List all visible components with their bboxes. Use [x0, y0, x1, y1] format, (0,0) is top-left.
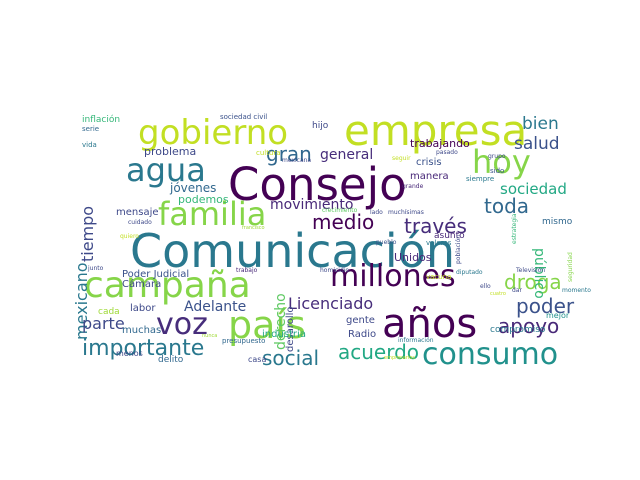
word: inflación [82, 115, 121, 125]
word: francisco [242, 225, 265, 231]
word: valores [426, 239, 452, 247]
word: pasado [436, 149, 458, 156]
word: cultura [256, 149, 281, 157]
word: seguridad [567, 252, 574, 282]
word: gente [346, 315, 375, 326]
word: empresarios [384, 355, 415, 361]
word: población [455, 234, 462, 264]
word: siempre [466, 175, 495, 183]
word: sido [490, 167, 505, 175]
word: crisis [416, 157, 442, 168]
word: seguir [392, 155, 411, 162]
word: Poder Judicial [122, 269, 190, 280]
word: parte [82, 314, 125, 333]
word: trabajando [410, 137, 470, 150]
word: Televisión [516, 267, 546, 274]
word: junto [88, 265, 104, 272]
word: general [320, 147, 374, 163]
word: vida [82, 141, 97, 149]
word: sociedad civil [220, 113, 268, 121]
word: homicidio [320, 267, 350, 274]
word: importante [82, 336, 205, 361]
word: Radio [348, 329, 377, 340]
word: pueblo [376, 239, 397, 246]
word: quiero [120, 233, 139, 240]
word: mexicana [282, 157, 312, 164]
word: diputado [456, 269, 483, 276]
word: través [404, 214, 467, 238]
word: campaña [84, 265, 251, 306]
word: Consejo [228, 158, 407, 211]
word: nunca [202, 333, 218, 339]
word: toda [484, 194, 530, 218]
word: problema [144, 145, 197, 158]
word: asunto [434, 231, 465, 241]
word: mejor [546, 311, 570, 320]
word: grande [402, 183, 424, 190]
word: millones [330, 259, 456, 294]
word: presupuesto [222, 337, 266, 345]
word: hoy [472, 143, 531, 181]
word: voz [156, 307, 208, 342]
word: bien [522, 114, 559, 134]
word: cada [98, 307, 120, 317]
word: droga [504, 270, 562, 294]
word: jóvenes [170, 181, 217, 195]
word: acuerdo [338, 340, 420, 364]
word: labor [130, 303, 156, 314]
word: vacuna [426, 273, 452, 281]
word: Adelante [184, 299, 247, 315]
word: consumo [422, 337, 559, 372]
word: agua [126, 151, 206, 189]
word: información [398, 337, 434, 344]
word: Unidos [394, 251, 432, 264]
word: industria [262, 329, 306, 340]
word: podemos [178, 193, 229, 206]
word: Cámara [122, 279, 162, 290]
word: tiempo [78, 205, 97, 262]
word: trabajo [236, 267, 258, 274]
word: ello [480, 283, 491, 290]
word: país [228, 303, 306, 347]
word: momento [562, 287, 591, 294]
word: movimiento [270, 197, 354, 213]
word: hijo [312, 121, 329, 131]
word: estrategia [511, 213, 518, 244]
word: cuatro [490, 291, 506, 297]
word: apoyo [498, 314, 560, 338]
word: Licenciado [288, 294, 374, 313]
word: salud [514, 134, 560, 154]
word: lado [370, 209, 383, 216]
word: familia [158, 195, 267, 233]
word: compromiso [490, 325, 546, 335]
word: Comunicación [130, 224, 456, 278]
word: mensaje [116, 207, 159, 218]
word: medio [312, 210, 375, 234]
word: manera [410, 171, 449, 182]
word: gran [266, 142, 312, 166]
word-cloud: Comunicación Consejo empresa gobierno ho… [72, 106, 591, 372]
word: muchísimas [388, 209, 424, 216]
word: social [262, 346, 320, 370]
word: delito [158, 355, 184, 365]
word: poder [516, 294, 575, 318]
word: sociedad [500, 180, 567, 198]
word: casa [248, 355, 267, 364]
word: años [382, 301, 478, 347]
word: grupo [488, 153, 506, 160]
word: empresa [344, 106, 528, 155]
word: serie [82, 125, 100, 133]
word: muchas [122, 325, 162, 336]
word: gobierno [138, 113, 289, 153]
word: dar [512, 287, 522, 294]
word: mismo [542, 217, 573, 227]
word: menos [116, 349, 143, 358]
word: crecimiento [322, 207, 358, 214]
word: cuidado [128, 219, 152, 226]
